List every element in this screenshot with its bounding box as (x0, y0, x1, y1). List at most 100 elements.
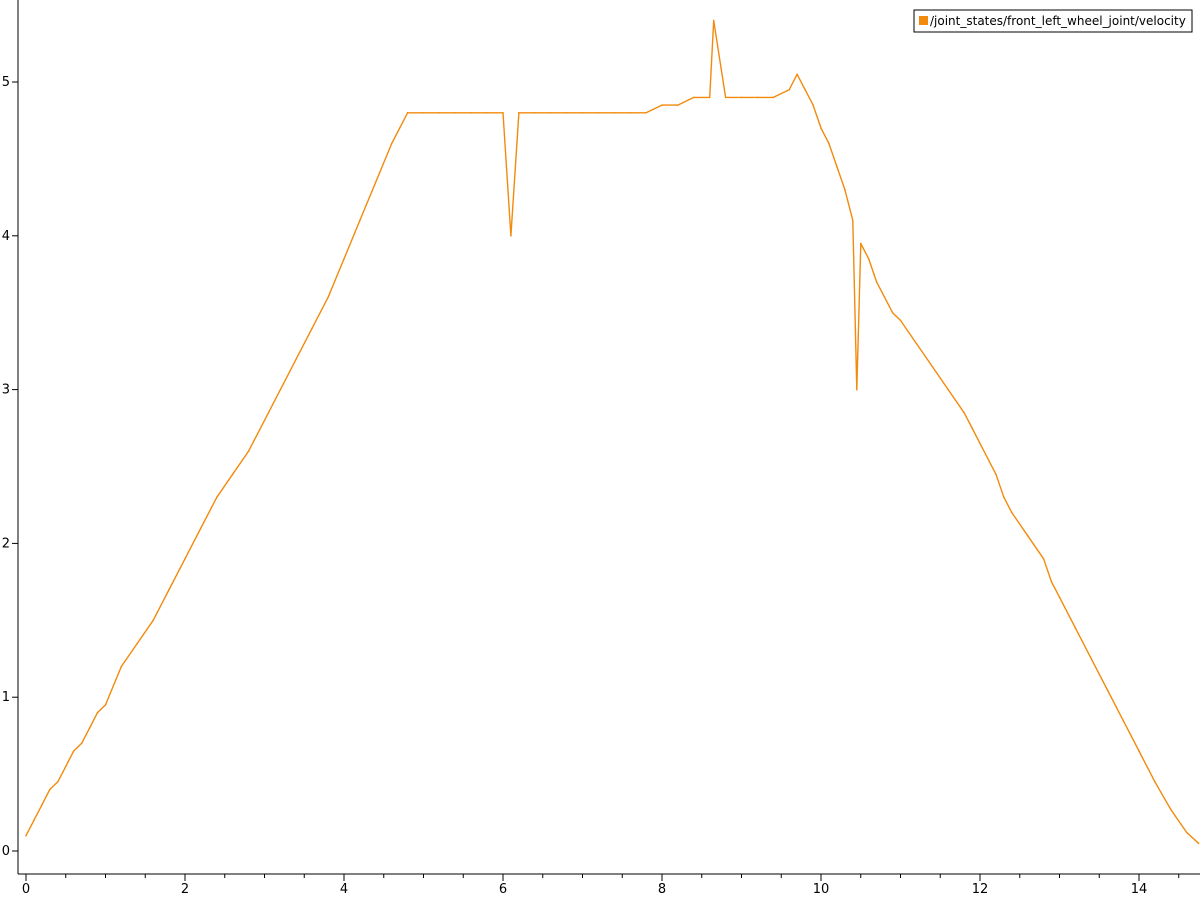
data-point (1026, 534, 1029, 537)
data-point (788, 88, 790, 91)
data-point (343, 258, 345, 260)
data-point (327, 296, 329, 299)
data-point (836, 165, 838, 168)
data-point (184, 558, 186, 560)
data-point (645, 112, 647, 114)
data-point (390, 142, 393, 145)
data-point (693, 96, 695, 99)
legend-box (913, 9, 1193, 33)
data-point (41, 804, 43, 806)
data-point (422, 112, 425, 114)
data-point (470, 112, 473, 114)
data-point (1003, 496, 1005, 499)
data-point (1058, 596, 1061, 598)
x-tick-label: 10 (813, 882, 830, 897)
data-point (518, 112, 520, 114)
data-point (804, 88, 806, 91)
data-point (438, 112, 441, 114)
data-point (1011, 511, 1013, 514)
y-tick-group: 0 1 2 3 4 5 (2, 75, 18, 859)
data-point (1050, 581, 1053, 583)
data-point (613, 112, 616, 114)
y-tick-label: 4 (2, 229, 10, 244)
data-point (33, 819, 35, 821)
data-point (856, 388, 858, 391)
data-point (1106, 688, 1108, 691)
legend-label: /joint_states/front_left_wheel_joint/vel… (930, 14, 1186, 28)
data-point (375, 181, 377, 183)
data-point (1074, 627, 1077, 629)
x-tick-label: 4 (340, 882, 348, 897)
data-point (677, 104, 679, 106)
data-point (25, 834, 27, 837)
series-layer (25, 19, 1200, 845)
x-tick-label: 12 (972, 882, 989, 897)
minor-tick-group (65, 874, 1180, 878)
y-tick-label: 0 (2, 844, 10, 859)
data-point (72, 750, 75, 752)
data-point (1138, 750, 1140, 752)
data-point (891, 311, 894, 314)
y-tick-label: 1 (2, 690, 10, 705)
data-point (812, 104, 814, 106)
data-point (359, 219, 361, 222)
data-point (1197, 842, 1200, 845)
data-point (295, 358, 298, 360)
data-point (406, 112, 409, 114)
data-point (724, 96, 727, 99)
data-point (756, 96, 759, 99)
x-tick-label: 6 (499, 882, 507, 897)
data-point (947, 388, 949, 391)
data-point (231, 473, 234, 476)
data-point (88, 727, 91, 729)
data-point (820, 127, 822, 129)
data-point (565, 112, 568, 114)
data-point (971, 427, 973, 429)
x-tick-label: 8 (658, 882, 666, 897)
x-tick-group: 0 2 4 6 8 10 12 14 (22, 874, 1147, 897)
data-point (1122, 719, 1124, 722)
y-tick-label: 2 (2, 536, 10, 551)
data-point (979, 442, 981, 445)
data-point (454, 112, 457, 114)
data-point (534, 112, 536, 114)
data-point (96, 711, 99, 714)
data-point (152, 619, 154, 622)
data-point (1170, 808, 1172, 811)
data-point (1090, 658, 1093, 660)
data-point (796, 73, 798, 76)
data-point (57, 781, 59, 783)
x-tick-label: 2 (181, 882, 189, 897)
legend[interactable]: /joint_states/front_left_wheel_joint/vel… (913, 9, 1193, 33)
y-tick-label: 3 (2, 383, 10, 398)
data-point (200, 527, 202, 529)
data-point (828, 142, 830, 145)
data-point (875, 281, 878, 283)
data-point (995, 473, 997, 476)
data-point (963, 411, 965, 414)
data-point (629, 112, 631, 114)
data-point (104, 704, 107, 706)
data-point (867, 258, 870, 260)
data-point (263, 419, 266, 422)
y-tick-label: 5 (2, 75, 10, 90)
data-point (708, 96, 711, 99)
data-point (65, 765, 67, 768)
data-point (844, 188, 846, 191)
data-point (883, 296, 886, 299)
data-point (852, 219, 854, 222)
data-point (311, 327, 314, 329)
data-point (772, 96, 775, 99)
data-point (661, 104, 663, 106)
data-point (1042, 558, 1045, 560)
data-point (740, 96, 743, 99)
x-tick-label: 14 (1131, 882, 1148, 897)
data-point (1185, 831, 1188, 834)
data-point (486, 112, 488, 114)
data-point (502, 112, 504, 114)
data-point (712, 19, 715, 22)
data-point (279, 388, 282, 391)
